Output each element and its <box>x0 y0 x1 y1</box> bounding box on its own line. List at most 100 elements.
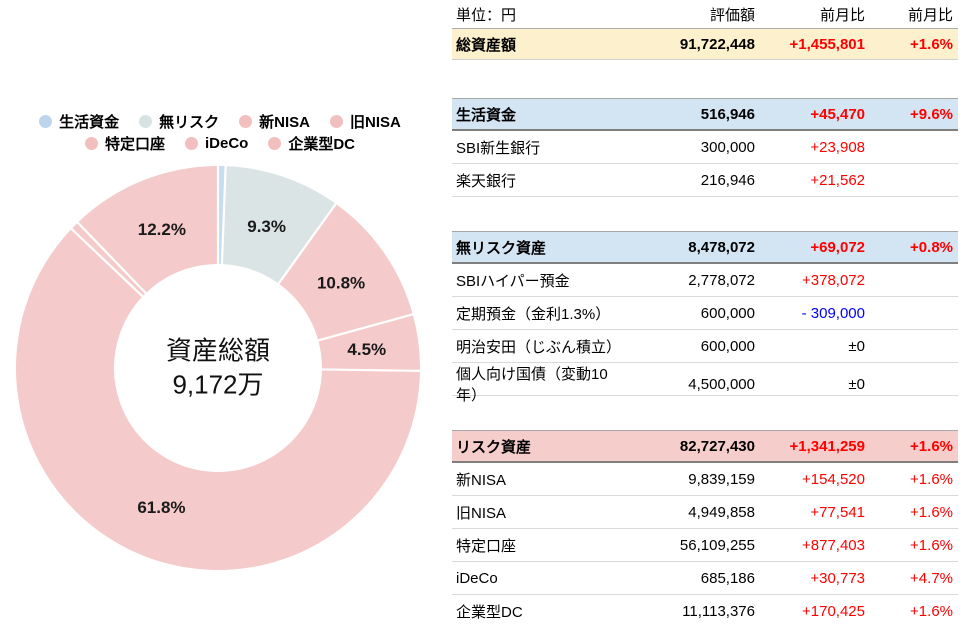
section-label: 無リスク資産 <box>456 239 547 257</box>
chart-legend: 生活資金 無リスク 新NISA 旧NISA 特定口座 iDeCo 企業型DC <box>0 110 440 154</box>
row-value: 9,839,159 <box>688 470 755 488</box>
row-value: 2,778,072 <box>688 271 755 289</box>
legend-dot-icon <box>84 136 98 150</box>
section-pct: +0.8% <box>910 238 953 256</box>
table-row-SBIハイパー預金: SBIハイパー預金 2,778,072 +378,072 <box>452 264 958 297</box>
row-label: 新NISA <box>456 471 507 489</box>
table-row-新NISA: 新NISA 9,839,159 +154,520 +1.6% <box>452 463 958 496</box>
donut-center-title: 資産総額 <box>165 335 270 366</box>
donut-chart: 9.3% 10.8% 4.5% 61.8% 12.2% <box>16 166 420 570</box>
donut-slice-旧NISA <box>318 314 420 371</box>
donut-slice-iDeCo <box>71 222 146 297</box>
spacer <box>452 197 958 231</box>
row-label: SBI新生銀行 <box>456 139 541 157</box>
legend-item-企業型DC: 企業型DC <box>268 133 355 154</box>
section-label: リスク資産 <box>456 438 532 456</box>
slice-divider <box>320 368 420 372</box>
section-value: 8,478,072 <box>688 238 755 256</box>
row-label: SBIハイパー預金 <box>456 272 570 290</box>
total-pct: +1.6% <box>910 35 953 53</box>
row-change: +378,072 <box>802 271 865 289</box>
section-リスク資産: リスク資産 82,727,430 +1,341,259 +1.6% 新NISA 9,839… <box>452 430 958 627</box>
total-value: 91,722,448 <box>679 35 755 53</box>
legend-dot-icon <box>268 136 282 150</box>
row-pct: +1.6% <box>910 503 953 521</box>
slice-divider <box>70 227 145 298</box>
row-value: 300,000 <box>700 138 755 156</box>
section-header-生活資金: 生活資金 516,946 +45,470 +9.6% <box>452 98 958 131</box>
table-row-楽天銀行: 楽天銀行 216,946 +21,562 <box>452 164 958 197</box>
legend-item-特定口座: 特定口座 <box>84 133 165 154</box>
legend-item-無リスク: 無リスク <box>139 111 219 132</box>
donut-center-value: 9,172万 <box>172 370 264 400</box>
legend-dot-icon <box>139 114 153 128</box>
row-pct: +1.6% <box>910 470 953 488</box>
column-header-change2: 前月比 <box>907 6 953 24</box>
legend-line: 特定口座 iDeCo 企業型DC <box>0 132 440 154</box>
row-value: 685,186 <box>700 569 755 587</box>
asset-allocation-chart-panel: 生活資金 無リスク 新NISA 旧NISA 特定口座 iDeCo 企業型DC 9.3% 10.… <box>0 0 445 627</box>
legend-item-iDeCo: iDeCo <box>185 135 248 152</box>
table-row-SBI新生銀行: SBI新生銀行 300,000 +23,908 <box>452 131 958 164</box>
row-value: 4,949,858 <box>688 503 755 521</box>
asset-table: 単位：円 評価額 前月比 前月比 総資産額 91,722,448 +1,455,… <box>452 0 958 627</box>
table-column-headers: 単位：円 評価額 前月比 前月比 <box>452 0 958 28</box>
row-value: 4,500,000 <box>688 375 755 393</box>
row-change: +877,403 <box>802 536 865 554</box>
section-change: +45,470 <box>810 105 865 123</box>
row-pct: +1.6% <box>910 536 953 554</box>
legend-label: iDeCo <box>205 134 249 152</box>
slice-pct-label-新NISA: 10.8% <box>317 273 365 292</box>
row-pct: +1.6% <box>910 602 953 620</box>
row-label: iDeCo <box>456 569 498 587</box>
row-change: +30,773 <box>810 569 865 587</box>
row-change: - 309,000 <box>801 304 865 322</box>
row-label: 定期預金（金利1.3%） <box>456 305 611 323</box>
slice-pct-label-無リスク: 9.3% <box>247 217 286 236</box>
table-row-明治安田（じぶん積立）: 明治安田（じぶん積立） 600,000 ±0 <box>452 330 958 363</box>
column-header-value: 評価額 <box>709 6 755 24</box>
spacer <box>452 60 958 98</box>
section-pct: +9.6% <box>910 105 953 123</box>
slice-pct-label-特定口座: 61.8% <box>137 498 185 517</box>
row-label: 明治安田（じぶん積立） <box>456 338 622 356</box>
row-label: 旧NISA <box>456 504 507 522</box>
slice-divider <box>76 221 148 295</box>
row-change: ±0 <box>848 337 865 355</box>
row-value: 216,946 <box>700 171 755 189</box>
row-value: 56,109,255 <box>679 536 755 554</box>
legend-dot-icon <box>39 114 53 128</box>
row-change: +170,425 <box>802 602 865 620</box>
legend-item-生活資金: 生活資金 <box>39 111 119 132</box>
row-label: 特定口座 <box>456 537 517 555</box>
slice-divider <box>220 166 227 266</box>
legend-dot-icon <box>185 136 198 150</box>
legend-label: 特定口座 <box>104 135 165 153</box>
row-label: 楽天銀行 <box>456 172 517 190</box>
row-change: +23,908 <box>810 138 865 156</box>
column-header-unit: 単位：円 <box>456 6 517 24</box>
table-row-企業型DC: 企業型DC 11,113,376 +170,425 +1.6% <box>452 595 958 627</box>
legend-dot-icon <box>239 114 253 128</box>
section-change: +69,072 <box>810 238 865 256</box>
donut-slice-特定口座 <box>16 228 420 570</box>
section-無リスク資産: 無リスク資産 8,478,072 +69,072 +0.8% SBIハイパー預金 2,77… <box>452 231 958 404</box>
section-生活資金: 生活資金 516,946 +45,470 +9.6% SBI新生銀行 300,000 +23… <box>452 98 958 197</box>
legend-label: 新NISA <box>259 113 311 131</box>
row-value: 600,000 <box>700 304 755 322</box>
slice-divider <box>317 313 414 342</box>
row-change: +77,541 <box>810 503 865 521</box>
legend-item-新NISA: 新NISA <box>239 111 310 132</box>
slice-divider <box>277 202 338 285</box>
legend-label: 生活資金 <box>59 113 120 131</box>
column-header-change: 前月比 <box>819 6 865 24</box>
donut-slice-企業型DC <box>77 166 218 294</box>
legend-label: 企業型DC <box>288 135 356 153</box>
legend-label: 旧NISA <box>350 113 401 131</box>
total-label: 総資産額 <box>456 36 517 54</box>
table-row-定期預金（金利1.3%）: 定期預金（金利1.3%） 600,000 - 309,000 <box>452 297 958 330</box>
table-row-個人向け国債（変動10年）: 個人向け国債（変動10年） 4,500,000 ±0 <box>452 363 958 404</box>
slice-pct-label-旧NISA: 4.5% <box>347 340 386 359</box>
table-row-iDeCo: iDeCo 685,186 +30,773 +4.7% <box>452 562 958 595</box>
